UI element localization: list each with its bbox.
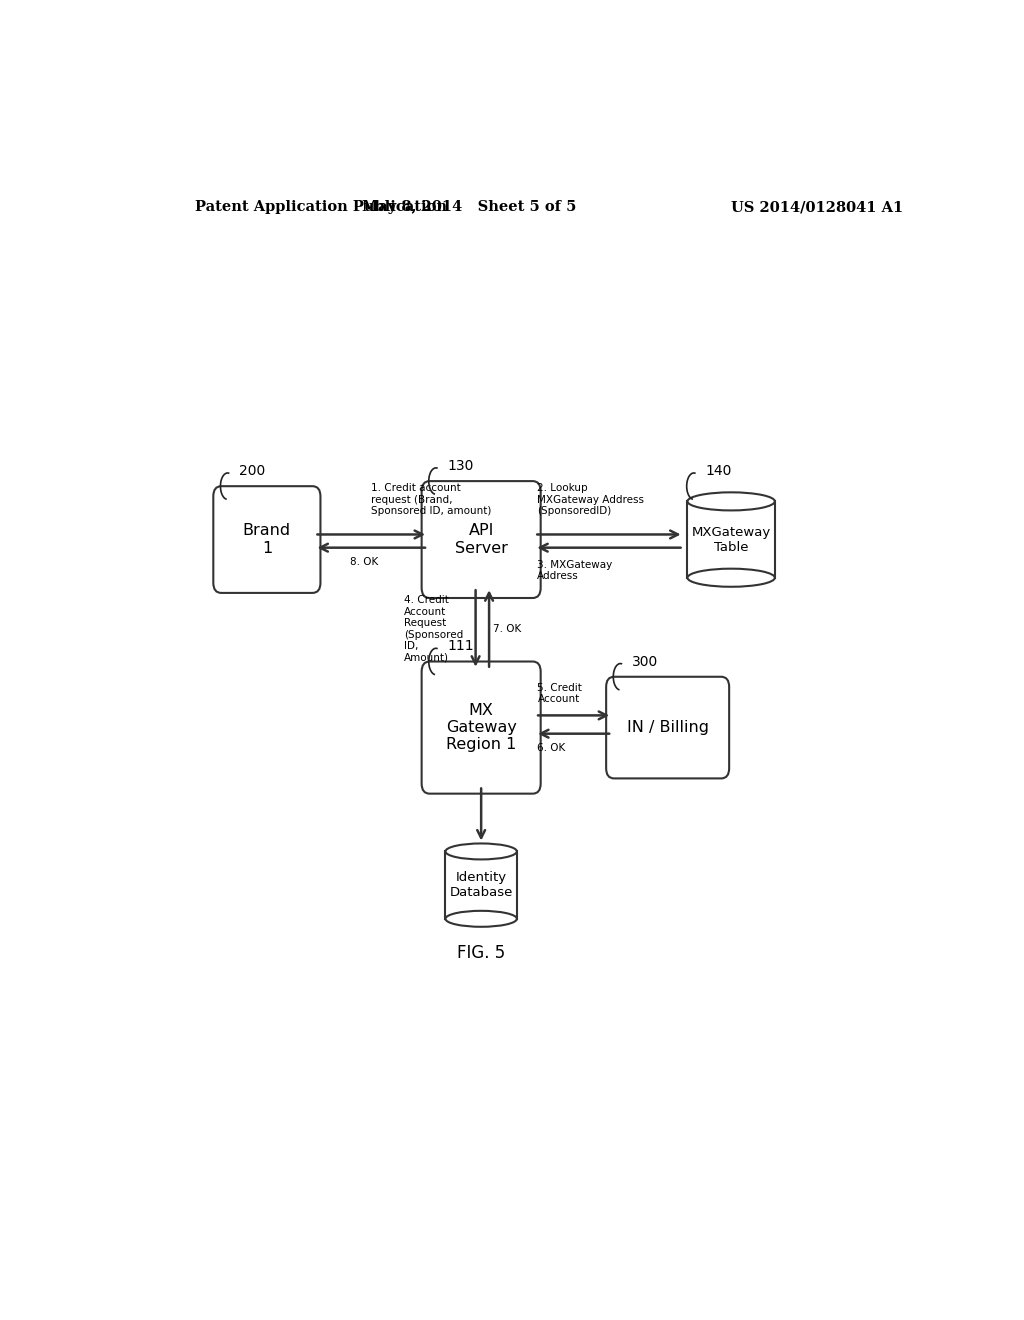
FancyBboxPatch shape	[422, 661, 541, 793]
Ellipse shape	[445, 911, 517, 927]
Ellipse shape	[445, 843, 517, 859]
Text: 6. OK: 6. OK	[538, 743, 565, 752]
Text: 111: 111	[447, 639, 474, 653]
Text: MXGateway
Table: MXGateway Table	[691, 525, 771, 553]
Text: US 2014/0128041 A1: US 2014/0128041 A1	[731, 201, 903, 214]
Text: 5. Credit
Account: 5. Credit Account	[538, 682, 583, 704]
Text: Patent Application Publication: Patent Application Publication	[196, 201, 447, 214]
Text: 200: 200	[239, 465, 265, 478]
FancyBboxPatch shape	[606, 677, 729, 779]
Text: 130: 130	[447, 459, 473, 473]
Text: 2. Lookup
MXGateway Address
(SponsoredID): 2. Lookup MXGateway Address (SponsoredID…	[537, 483, 644, 516]
Ellipse shape	[687, 569, 775, 587]
Text: May 8, 2014   Sheet 5 of 5: May 8, 2014 Sheet 5 of 5	[362, 201, 577, 214]
Text: FIG. 5: FIG. 5	[457, 944, 505, 962]
Text: Identity
Database: Identity Database	[450, 871, 513, 899]
Text: API
Server: API Server	[455, 523, 508, 556]
Bar	[445, 851, 517, 919]
Text: 7. OK: 7. OK	[494, 624, 521, 634]
Text: 8. OK: 8. OK	[350, 557, 379, 566]
Text: 300: 300	[632, 655, 657, 669]
FancyBboxPatch shape	[213, 486, 321, 593]
Text: Brand
1: Brand 1	[243, 523, 291, 556]
Text: MX
Gateway
Region 1: MX Gateway Region 1	[445, 702, 516, 752]
Text: 3. MXGateway
Address: 3. MXGateway Address	[537, 560, 612, 582]
FancyBboxPatch shape	[422, 480, 541, 598]
Text: IN / Billing: IN / Billing	[627, 721, 709, 735]
Ellipse shape	[687, 492, 775, 511]
Text: 4. Credit
Account
Request
(Sponsored
ID,
Amount): 4. Credit Account Request (Sponsored ID,…	[404, 595, 464, 663]
Bar	[687, 502, 775, 578]
Text: 140: 140	[705, 465, 731, 478]
Text: 1. Credit account
request (Brand,
Sponsored ID, amount): 1. Credit account request (Brand, Sponso…	[371, 483, 492, 516]
